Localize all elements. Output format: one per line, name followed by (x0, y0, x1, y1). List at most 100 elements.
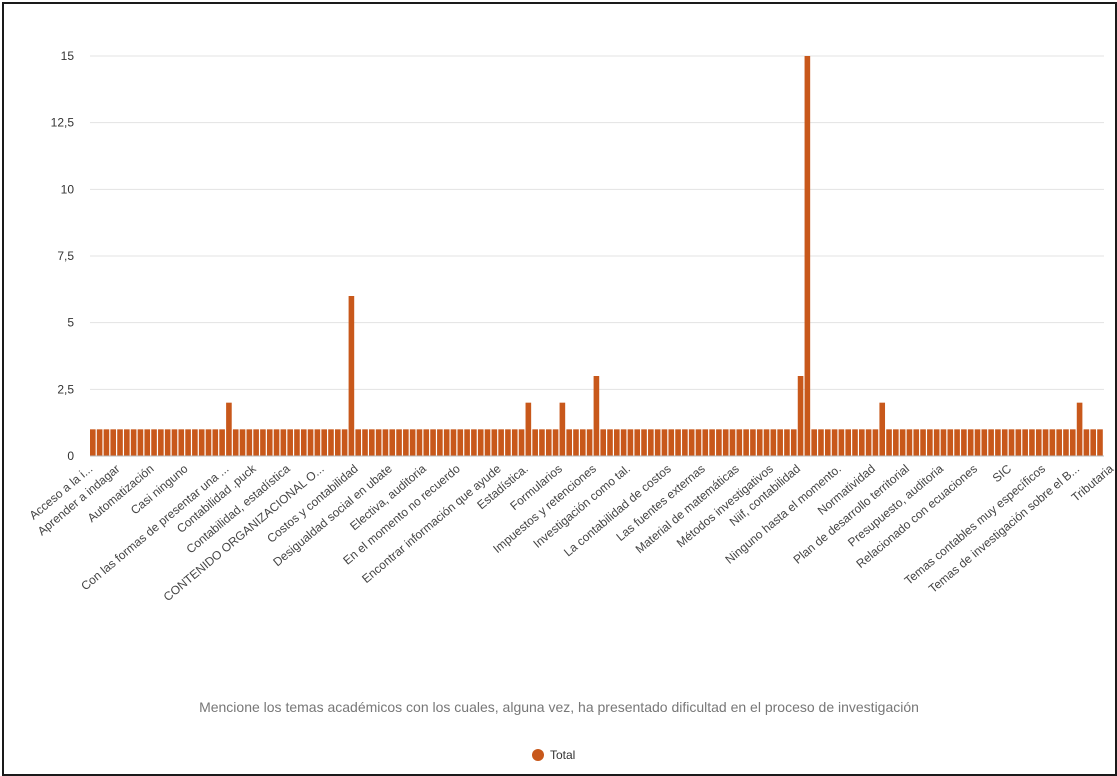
bar[interactable] (246, 429, 253, 456)
bar[interactable] (144, 429, 151, 456)
bar[interactable] (682, 429, 688, 456)
bar[interactable] (988, 429, 994, 456)
bar[interactable] (607, 429, 613, 456)
bar[interactable] (307, 429, 314, 456)
bar[interactable] (947, 429, 954, 456)
bar[interactable] (702, 429, 709, 456)
bar[interactable] (654, 429, 661, 456)
bar[interactable] (314, 429, 321, 456)
bar[interactable] (348, 296, 355, 456)
bar[interactable] (920, 429, 926, 456)
bar[interactable] (818, 429, 824, 456)
bar[interactable] (879, 402, 886, 456)
bar[interactable] (185, 429, 191, 456)
bar[interactable] (899, 429, 906, 456)
bar[interactable] (974, 429, 981, 456)
bar[interactable] (266, 429, 273, 456)
bar[interactable] (668, 429, 675, 456)
bar[interactable] (253, 429, 259, 456)
bar[interactable] (1001, 429, 1008, 456)
bar[interactable] (212, 429, 219, 456)
bar[interactable] (954, 429, 960, 456)
bar[interactable] (797, 376, 804, 456)
bar[interactable] (137, 429, 144, 456)
bar[interactable] (763, 429, 770, 456)
bar[interactable] (164, 429, 171, 456)
bar[interactable] (1076, 402, 1083, 456)
bar[interactable] (382, 429, 389, 456)
bar[interactable] (784, 429, 790, 456)
bar[interactable] (620, 429, 627, 456)
bar[interactable] (722, 429, 729, 456)
bar[interactable] (396, 429, 402, 456)
bar[interactable] (355, 429, 362, 456)
bar[interactable] (1069, 429, 1076, 456)
bar[interactable] (539, 429, 545, 456)
bar[interactable] (940, 429, 947, 456)
bar[interactable] (736, 429, 743, 456)
bar[interactable] (124, 429, 130, 456)
bar[interactable] (103, 429, 110, 456)
bar[interactable] (981, 429, 988, 456)
bar[interactable] (729, 429, 736, 456)
bar[interactable] (790, 429, 797, 456)
bar[interactable] (545, 429, 552, 456)
bar[interactable] (443, 429, 450, 456)
bar[interactable] (777, 429, 783, 456)
bar[interactable] (566, 429, 572, 456)
bar[interactable] (1083, 429, 1090, 456)
bar[interactable] (552, 429, 559, 456)
bar[interactable] (464, 429, 470, 456)
bar[interactable] (688, 429, 695, 456)
bar[interactable] (1097, 429, 1103, 456)
bar[interactable] (641, 429, 647, 456)
bar[interactable] (226, 402, 232, 456)
bar[interactable] (341, 429, 348, 456)
bar[interactable] (716, 429, 722, 456)
bar[interactable] (232, 429, 239, 456)
bar[interactable] (1090, 429, 1096, 456)
bar[interactable] (927, 429, 933, 456)
bar[interactable] (913, 429, 920, 456)
bar[interactable] (471, 429, 477, 456)
bar[interactable] (1056, 429, 1062, 456)
bar[interactable] (198, 429, 205, 456)
bar[interactable] (280, 429, 287, 456)
bar[interactable] (838, 429, 845, 456)
bar[interactable] (437, 429, 443, 456)
bar[interactable] (416, 429, 423, 456)
bar[interactable] (1022, 429, 1028, 456)
bar[interactable] (403, 429, 409, 456)
bar[interactable] (893, 429, 899, 456)
bar[interactable] (906, 429, 913, 456)
bar[interactable] (362, 429, 368, 456)
bar[interactable] (1049, 429, 1056, 456)
bar[interactable] (273, 429, 280, 456)
bar[interactable] (743, 429, 749, 456)
bar[interactable] (511, 429, 518, 456)
bar[interactable] (518, 429, 525, 456)
bar[interactable] (491, 429, 498, 456)
bar[interactable] (525, 402, 532, 456)
bar[interactable] (661, 429, 668, 456)
bar[interactable] (219, 429, 225, 456)
bar[interactable] (484, 429, 491, 456)
bar[interactable] (369, 429, 375, 456)
bar[interactable] (498, 429, 504, 456)
bar[interactable] (117, 429, 123, 456)
bar[interactable] (593, 376, 600, 456)
bar[interactable] (334, 429, 341, 456)
bar[interactable] (579, 429, 586, 456)
bar[interactable] (1008, 429, 1015, 456)
bar[interactable] (756, 429, 763, 456)
bar[interactable] (178, 429, 185, 456)
bar[interactable] (192, 429, 198, 456)
bar[interactable] (614, 429, 620, 456)
bar[interactable] (158, 429, 164, 456)
bar[interactable] (532, 429, 538, 456)
bar[interactable] (559, 402, 566, 456)
bar[interactable] (151, 429, 157, 456)
bar[interactable] (627, 429, 634, 456)
bar[interactable] (845, 429, 852, 456)
bar[interactable] (423, 429, 430, 456)
